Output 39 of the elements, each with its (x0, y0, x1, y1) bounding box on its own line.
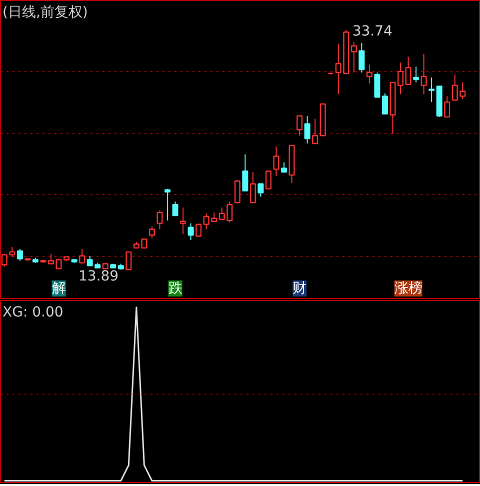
candlestick (296, 115, 303, 136)
candlestick (172, 201, 178, 216)
candlestick (428, 76, 435, 103)
candlestick (126, 251, 132, 270)
candlestick (250, 172, 256, 204)
candlestick (444, 96, 450, 118)
candlestick (258, 183, 264, 198)
candlestick (242, 154, 248, 192)
annotation: 财 (292, 280, 307, 296)
candlestick (366, 64, 372, 84)
candlestick (196, 224, 202, 237)
candlestick (397, 62, 404, 95)
annotation: 涨榜 (394, 280, 422, 296)
annotation: 13.89 (78, 268, 119, 285)
candlestick (273, 146, 280, 177)
candlestick (164, 188, 170, 221)
candlestick (234, 180, 240, 204)
candlestick (79, 248, 86, 264)
candlestick (16, 248, 23, 262)
chart-title: XG: 0.00 (2, 304, 64, 320)
candlestick (312, 118, 318, 144)
candlestick (382, 92, 388, 115)
candlestick (413, 66, 420, 83)
annotation: 解 (52, 280, 66, 296)
candlestick (405, 56, 412, 85)
candlestick (350, 42, 357, 74)
annotation: 33.74 (352, 24, 393, 40)
candlestick (358, 42, 365, 74)
candlestick (180, 207, 186, 235)
candlestick (188, 222, 194, 241)
candlestick (280, 162, 288, 173)
candlestick (374, 72, 380, 98)
annotation: 跌 (168, 280, 182, 296)
candlestick (420, 53, 427, 95)
candlestick (148, 226, 155, 239)
chart-title: (日线,前复权) (2, 4, 88, 20)
candlestick (156, 210, 163, 230)
candlestick (265, 170, 272, 190)
candlestick (304, 115, 310, 144)
